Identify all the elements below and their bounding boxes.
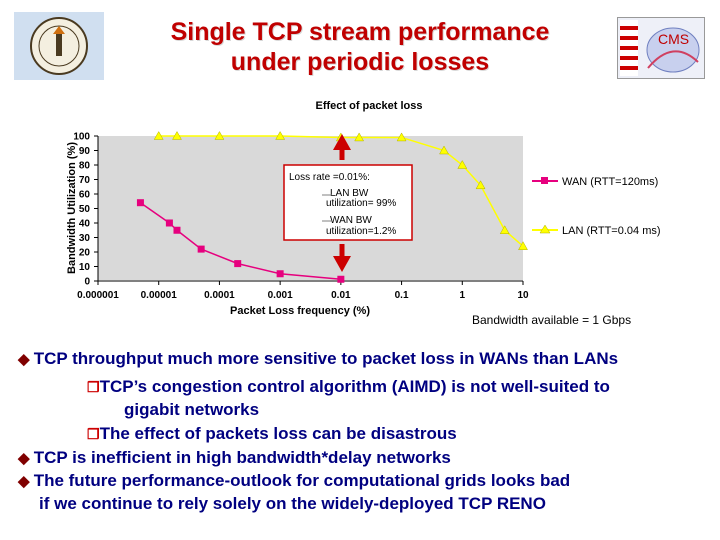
y-tick-label: 100 bbox=[73, 132, 90, 143]
cms-logo: CMS bbox=[617, 17, 705, 79]
x-tick-label: 0.01 bbox=[331, 290, 351, 301]
annotation-line-3: utilization= 99% bbox=[326, 198, 396, 209]
series-wan-point bbox=[337, 275, 345, 283]
series-lan-point bbox=[457, 159, 468, 169]
bullet-6-text: The future performance-outlook for compu… bbox=[33, 471, 571, 490]
bandwidth-note: Bandwidth available = 1 Gbps bbox=[472, 313, 632, 327]
annotation-line-1: Loss rate =0.01%: bbox=[289, 172, 370, 183]
legend: WAN (RTT=120ms) LAN (RTT=0.04 ms) bbox=[532, 176, 661, 237]
y-tick-labels: 0 10 20 30 40 50 60 70 80 90 100 bbox=[73, 132, 98, 288]
series-wan-point bbox=[197, 245, 205, 253]
bullet-4-text: The effect of packets loss can be disast… bbox=[99, 424, 457, 443]
series-wan-point bbox=[136, 199, 144, 207]
x-tick-label: 0.0001 bbox=[204, 290, 235, 301]
y-tick-label: 80 bbox=[79, 161, 91, 172]
caltech-logo bbox=[14, 12, 104, 80]
bullet-3-text: gigabit networks bbox=[124, 400, 260, 419]
bullet-1-text: TCP throughput much more sensitive to pa… bbox=[33, 349, 619, 368]
x-tick-labels: 0.000001 0.00001 0.0001 0.001 0.01 0.1 1 10 bbox=[77, 281, 529, 301]
slide-title: Single TCP stream performance under peri… bbox=[110, 17, 610, 77]
annotation-line-5: utilization=1.2% bbox=[326, 226, 396, 237]
bullet-7-text: if we continue to rely solely on the wid… bbox=[39, 494, 546, 513]
caltech-seal-icon bbox=[30, 17, 88, 75]
x-axis-label: Packet Loss frequency (%) bbox=[230, 305, 370, 317]
diamond-bullet-icon: ◆ bbox=[18, 351, 34, 368]
square-bullet-icon: ❒ bbox=[87, 379, 100, 395]
bullet-2-text: TCP’s congestion control algorithm (AIMD… bbox=[99, 377, 610, 396]
bullet-3: gigabit networks bbox=[124, 400, 259, 420]
legend-wan-label: WAN (RTT=120ms) bbox=[562, 176, 658, 188]
legend-lan-label: LAN (RTT=0.04 ms) bbox=[562, 225, 661, 237]
legend-lan-marker bbox=[539, 224, 551, 234]
y-tick-label: 40 bbox=[79, 219, 91, 230]
x-tick-label: 10 bbox=[517, 290, 529, 301]
bullet-2: ❒TCP’s congestion control algorithm (AIM… bbox=[87, 377, 610, 397]
series-lan-point bbox=[499, 225, 510, 234]
packet-loss-chart: Effect of packet loss 0 10 20 30 40 50 60 70 80 9… bbox=[66, 100, 661, 317]
annotation-line-4: WAN BW bbox=[330, 215, 372, 226]
bullet-7: if we continue to rely solely on the wid… bbox=[39, 494, 546, 514]
bullet-4: ❒The effect of packets loss can be disas… bbox=[87, 424, 457, 444]
diamond-bullet-icon: ◆ bbox=[18, 450, 34, 467]
series-lan-point bbox=[475, 180, 486, 190]
series-wan-point bbox=[234, 260, 242, 268]
x-tick-label: 1 bbox=[460, 290, 466, 301]
y-tick-label: 10 bbox=[79, 262, 91, 273]
series-wan-point bbox=[276, 270, 284, 278]
square-bullet-icon: ❒ bbox=[87, 426, 100, 442]
y-tick-label: 50 bbox=[79, 204, 91, 215]
series-layer bbox=[136, 130, 528, 283]
series-wan-point bbox=[165, 219, 173, 227]
bullet-5-text: TCP is inefficient in high bandwidth*del… bbox=[33, 448, 451, 467]
title-line-2: under periodic losses bbox=[230, 48, 490, 76]
y-tick-label: 0 bbox=[84, 277, 90, 288]
series-lan-point bbox=[518, 241, 528, 250]
y-tick-label: 60 bbox=[79, 190, 91, 201]
annotation: Loss rate =0.01%: LAN BW utilization= 99… bbox=[283, 134, 413, 272]
x-tick-label: 0.1 bbox=[395, 290, 409, 301]
x-tick-label: 0.000001 bbox=[77, 290, 119, 301]
annotation-box bbox=[283, 164, 413, 241]
legend-wan-marker bbox=[541, 177, 548, 184]
series-lan-point bbox=[172, 130, 182, 140]
y-tick-label: 70 bbox=[79, 175, 91, 186]
bullet-5: ◆ TCP is inefficient in high bandwidth*d… bbox=[18, 448, 451, 469]
series-lan-point bbox=[275, 130, 286, 140]
series-lan-point bbox=[354, 132, 365, 142]
x-tick-label: 0.001 bbox=[268, 290, 293, 301]
chart-title: Effect of packet loss bbox=[316, 100, 423, 112]
bullet-6: ◆ The future performance-outlook for com… bbox=[18, 471, 570, 492]
diamond-bullet-icon: ◆ bbox=[18, 473, 34, 490]
y-tick-label: 90 bbox=[79, 146, 91, 157]
bullet-1: ◆ TCP throughput much more sensitive to … bbox=[18, 349, 618, 370]
series-lan-point bbox=[153, 130, 164, 140]
title-line-1: Single TCP stream performance bbox=[170, 18, 550, 46]
y-axis-label: Bandwidth Utilization (%) bbox=[66, 142, 78, 274]
y-tick-label: 20 bbox=[79, 248, 91, 259]
series-lan-line bbox=[158, 135, 524, 247]
series-lan-point bbox=[396, 132, 407, 142]
svg-text:CMS: CMS bbox=[658, 31, 689, 47]
series-lan-point bbox=[439, 145, 449, 155]
down-arrow-icon bbox=[333, 256, 351, 272]
series-lan-point bbox=[214, 130, 225, 140]
annotation-line-2: LAN BW bbox=[330, 188, 369, 199]
up-arrow-icon bbox=[333, 134, 351, 150]
cms-emblem-icon: CMS bbox=[620, 20, 700, 76]
x-tick-label: 0.00001 bbox=[141, 290, 178, 301]
y-tick-label: 30 bbox=[79, 233, 91, 244]
series-wan-point bbox=[173, 226, 181, 234]
